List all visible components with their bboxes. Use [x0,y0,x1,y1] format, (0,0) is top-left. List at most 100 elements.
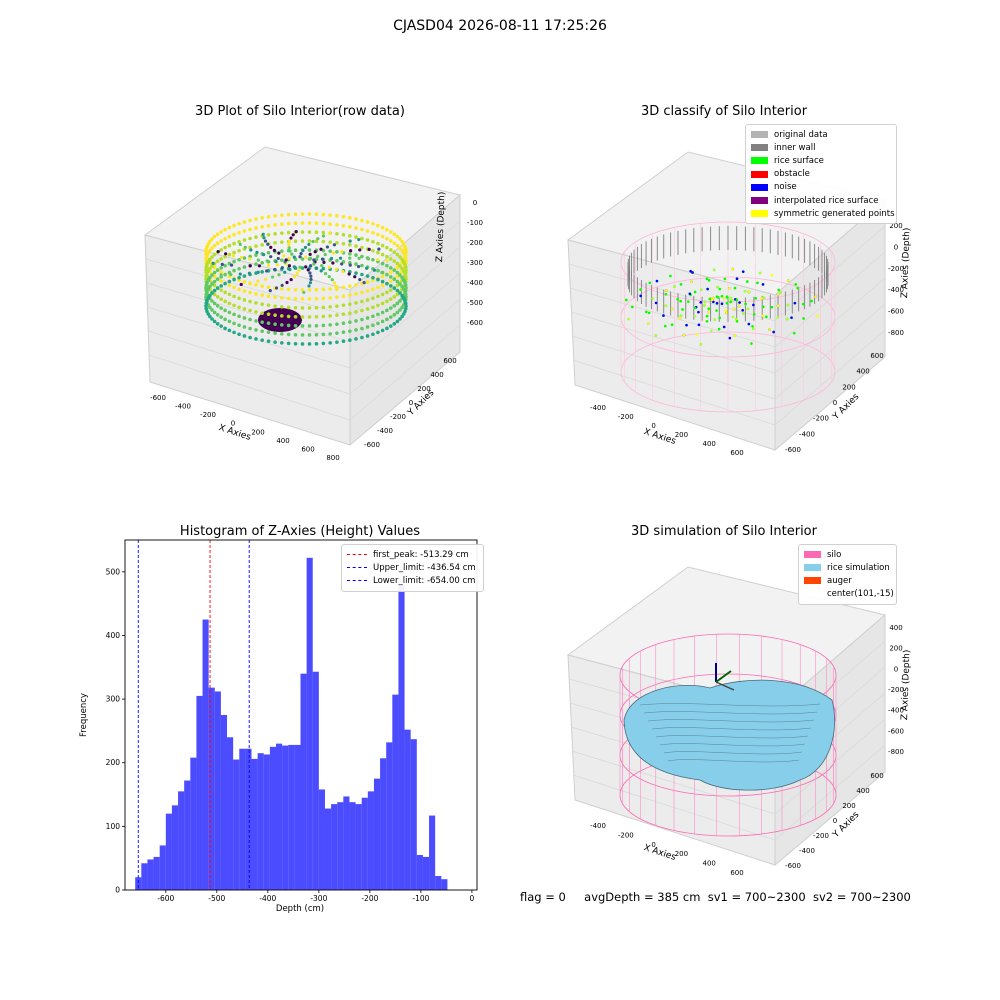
raw-wall-point [242,274,247,278]
raw-wall-point [376,294,380,299]
simulation-z-tick: 400 [889,624,902,632]
raw-wall-point [208,314,212,319]
raw-wall-point [260,338,264,342]
raw-inner-point [239,282,243,287]
histogram-x-tick: -100 [412,894,429,903]
raw-wall-point [385,227,389,232]
raw-wall-point [328,222,332,226]
classify-point [713,318,717,322]
raw-wall-point [232,294,236,299]
classify-point [776,316,779,319]
classify-point [770,273,774,277]
simulation-z-tick: 0 [894,665,898,673]
raw-wall-point [398,308,402,312]
raw-wall-point [314,314,319,319]
simulation-legend-item: rice simulation [804,561,891,574]
raw-inner-point [247,271,251,275]
raw-inner-point [304,255,308,259]
classify-point [729,300,732,304]
simulation-legend-item: auger [804,574,891,587]
raw-wall-point [227,310,232,315]
raw-inner-point [357,237,361,242]
classify-point [710,298,714,302]
raw-inner-point [274,286,279,290]
raw-inner-point [377,247,381,251]
raw-inner-point [238,242,242,247]
raw-wall-point [232,268,236,273]
classify-point [731,267,735,271]
raw-inner-point [366,257,371,261]
raw-wall-point [321,239,326,244]
raw-wall-point [376,223,380,228]
raw-wall-point [254,235,258,239]
raw-wall-point [237,230,241,235]
raw-wall-point [360,254,364,259]
raw-wall-point [398,317,402,321]
raw-wall-point [385,263,389,268]
classify-point [681,308,684,311]
histogram-title: Histogram of Z-Axies (Height) Values [179,524,421,539]
raw-inner-point [327,275,331,279]
raw-wall-point [286,221,291,226]
raw-wall-point [307,324,312,328]
classify-point [693,314,697,318]
classify-point [639,294,643,298]
raw-wall-point [395,234,400,239]
histogram-bar [141,863,148,890]
raw-inner-point [287,256,291,260]
classify-point [761,283,765,286]
classify-point [735,298,739,302]
raw-inner-point [309,274,313,278]
classify-point [790,316,793,319]
raw-wall-point [380,243,385,248]
classify-point [709,329,713,333]
raw-wall-point [348,243,352,247]
raw-wall-point [212,252,217,257]
raw-wall-point [392,304,397,308]
raw-wall-point [273,322,277,326]
raw-z-tick: -200 [467,239,483,247]
raw-wall-point [237,323,241,328]
raw-wall-point [328,249,332,253]
raw-inner-point [265,269,269,273]
raw-y-tick: -400 [377,427,393,435]
raw-wall-point [341,241,346,246]
raw-wall-point [360,299,364,304]
raw-wall-point [360,326,364,331]
histogram-bar [227,737,234,890]
raw-wall-point [365,229,370,233]
raw-wall-point [389,239,393,243]
raw-wall-point [328,287,332,291]
raw-y-tick: 0 [409,399,413,407]
raw-wall-point [403,256,408,261]
simulation-rice-surface [623,679,835,791]
raw-wall-point [208,257,212,262]
histogram-bar [184,780,191,890]
raw-wall-point [389,248,393,252]
classify-point [751,324,754,328]
raw-wall-point [219,257,223,261]
raw-z-tick: -600 [467,319,483,327]
raw-wall-point [380,319,385,324]
raw-wall-point [215,295,220,299]
raw-wall-point [210,308,214,312]
raw-wall-point [219,306,223,310]
histogram-bar [282,745,289,890]
simulation-legend-item: silo [804,548,891,561]
raw-wall-point [389,230,393,234]
raw-axes-box [143,146,462,447]
raw-wall-point [204,304,208,308]
simulation-legend-item: center(101,-15) [804,588,894,601]
raw-wall-point [286,323,291,328]
raw-inner-point [341,269,345,274]
histogram-bar [337,802,344,890]
classify-legend-label: inner wall [774,142,816,153]
classify-point [700,288,703,292]
classify-point [785,317,789,321]
raw-inner-point [292,274,297,279]
raw-wall-point [208,284,212,289]
raw-wall-point [219,297,223,301]
histogram-bar [257,753,264,890]
raw-wall-point [328,314,332,318]
histogram-bar [422,856,430,890]
